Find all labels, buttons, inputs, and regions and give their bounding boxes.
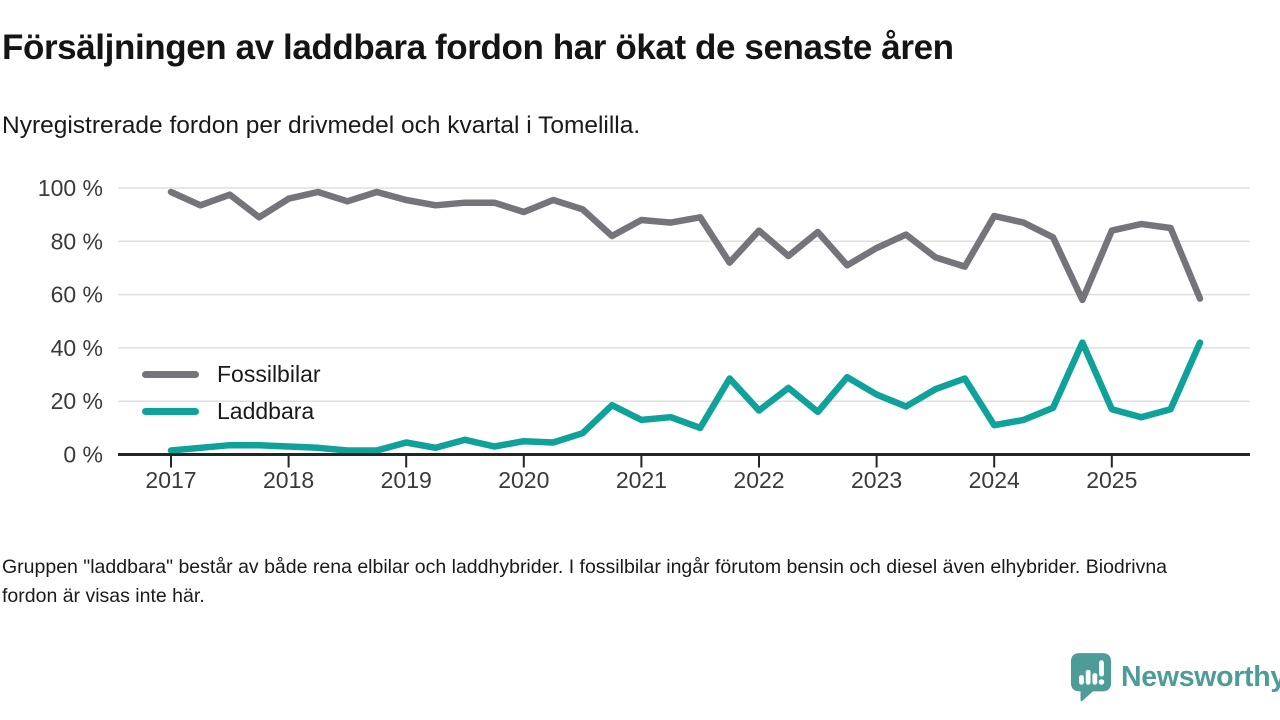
- newsworthy-logo-text: Newsworthy: [1121, 660, 1280, 693]
- fossilbilar-line: [167, 188, 1204, 304]
- x-axis-label: 2018: [263, 467, 314, 493]
- x-axis-label: 2023: [851, 467, 902, 493]
- legend-item-laddbara: Laddbara: [142, 398, 321, 425]
- y-axis-label: 20 %: [51, 388, 103, 414]
- x-axis-label: 2017: [145, 467, 196, 493]
- chart-subtitle: Nyregistrerade fordon per drivmedel och …: [2, 112, 641, 139]
- newsworthy-logo: Newsworthy: [1070, 651, 1280, 703]
- fossilbilar-line-swatch: [142, 371, 199, 378]
- x-axis-label: 2025: [1086, 467, 1137, 493]
- newsworthy-bubble-chart-icon: [1070, 653, 1112, 702]
- x-axis-label: 2022: [733, 467, 784, 493]
- legend-item-fossilbilar: Fossilbilar: [142, 361, 321, 388]
- y-axis-label: 100 %: [38, 175, 103, 201]
- y-axis-label: 80 %: [51, 228, 103, 254]
- x-axis-label: 2024: [969, 467, 1020, 493]
- legend-label-fossilbilar: Fossilbilar: [217, 361, 321, 387]
- x-axis-label: 2021: [616, 467, 667, 493]
- laddbara-line: [167, 339, 1204, 454]
- laddbara-line-swatch: [142, 408, 199, 415]
- y-axis-label: 0 %: [63, 442, 103, 468]
- legend-label-laddbara: Laddbara: [217, 398, 315, 424]
- x-axis-label: 2019: [381, 467, 432, 493]
- chart-legend: Fossilbilar Laddbara: [142, 361, 321, 425]
- chart-footnote: Gruppen "laddbara" består av både rena e…: [2, 556, 1168, 607]
- page-title: Försäljningen av laddbara fordon har öka…: [2, 28, 954, 67]
- x-axis-label: 2020: [498, 467, 549, 493]
- y-axis-label: 40 %: [51, 335, 103, 361]
- y-axis-label: 60 %: [51, 282, 103, 308]
